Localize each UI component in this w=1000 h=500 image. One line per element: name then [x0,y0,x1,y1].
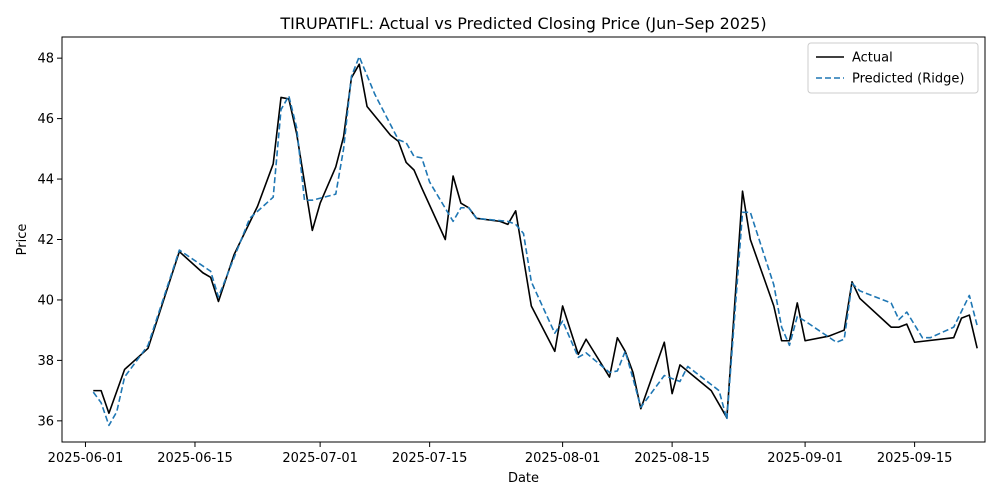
y-tick-label: 48 [37,52,54,67]
x-tick-label: 2025-06-15 [157,451,233,466]
x-tick-label: 2025-07-01 [282,451,358,466]
legend-label-predicted: Predicted (Ridge) [852,72,964,87]
y-tick-label: 46 [37,112,54,127]
x-tick-label: 2025-06-01 [48,451,124,466]
plot-area: 2025-06-01 2025-06-15 2025-07-01 2025-07-15… [37,36,986,466]
y-tick-label: 36 [37,414,54,429]
legend-label-actual: Actual [852,51,893,66]
plot-frame [61,36,986,443]
series-line-actual [93,63,978,419]
legend: Actual Predicted (Ridge) [807,42,979,94]
y-tick-label: 42 [37,233,54,248]
y-tick-label: 38 [37,354,54,369]
y-axis-title: Price [15,224,30,256]
series-layer [92,55,978,427]
x-axis-ticks: 2025-06-01 2025-06-15 2025-07-01 2025-07-15… [48,442,953,466]
legend-box [807,42,979,94]
x-tick-label: 2025-07-15 [392,451,468,466]
y-tick-label: 40 [37,293,54,308]
x-tick-label: 2025-09-15 [877,451,953,466]
series-line-predicted [92,55,978,427]
x-axis-title: Date [508,471,539,486]
x-tick-label: 2025-08-01 [525,451,601,466]
chart-title: TIRUPATIFL: Actual vs Predicted Closing … [279,14,766,33]
y-axis-ticks: 36 38 40 42 44 46 48 [37,52,62,429]
x-tick-label: 2025-09-01 [767,451,843,466]
y-tick-label: 44 [37,173,54,188]
x-tick-label: 2025-08-15 [634,451,710,466]
